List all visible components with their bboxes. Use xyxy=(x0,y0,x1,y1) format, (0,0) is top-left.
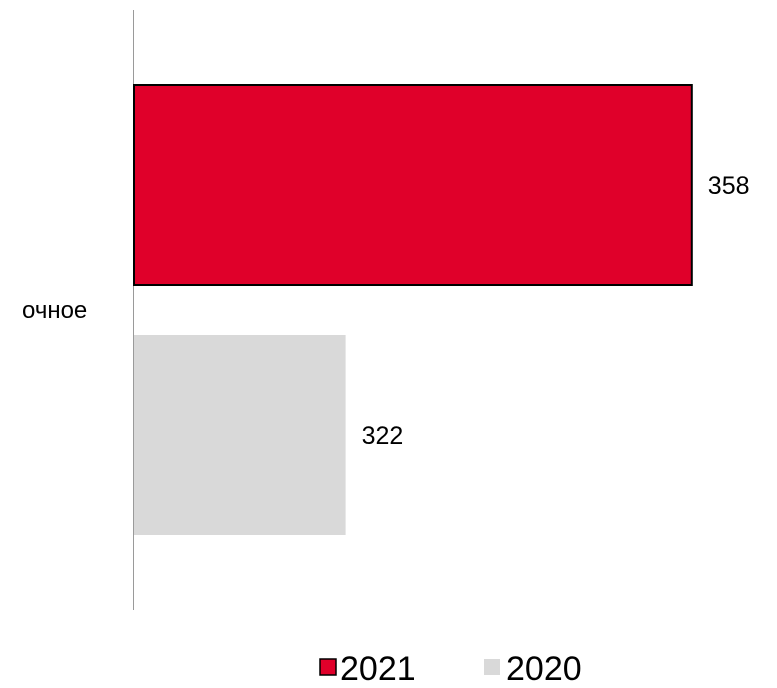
legend: 2021 2020 xyxy=(319,650,582,688)
bar-2020 xyxy=(134,335,346,535)
bars-group: 358 322 xyxy=(133,84,750,535)
legend-label-2021: 2021 xyxy=(340,650,416,688)
legend-swatch-2021 xyxy=(319,658,337,676)
bar-2021 xyxy=(133,84,693,286)
category-label-ochnoe: очное xyxy=(22,297,87,324)
value-label-2021: 358 xyxy=(708,172,750,200)
legend-label-2020: 2020 xyxy=(506,650,582,688)
legend-swatch-2020 xyxy=(484,659,500,675)
value-label-2020: 322 xyxy=(362,422,404,450)
